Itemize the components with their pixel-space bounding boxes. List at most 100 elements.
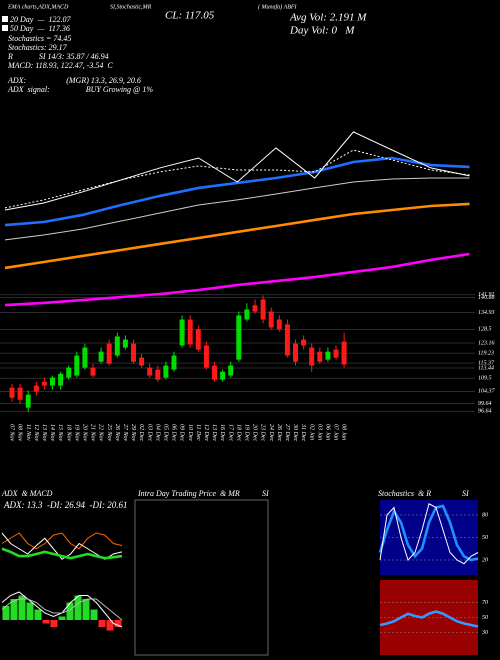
x-tick-label: 27 Dec	[284, 424, 290, 441]
x-tick-label: 19 Nov	[73, 424, 79, 442]
candle-body	[114, 336, 120, 356]
x-tick-label: 30 Dec	[292, 423, 298, 441]
x-tick-label: 08 Jan	[341, 424, 347, 440]
panel-title: SI	[262, 489, 269, 498]
candle-body	[106, 343, 112, 364]
y-tick-label: 70	[482, 600, 488, 606]
x-tick-label: 02 Jan	[308, 424, 314, 440]
y-tick-label: 96.64	[478, 408, 492, 415]
info-row: R SI 14/3: 35.87 / 46.94	[7, 52, 109, 61]
panel-title: Intra Day Trading Price & MR	[137, 489, 240, 498]
candle-body	[171, 355, 177, 370]
x-tick-label: 20 Nov	[82, 424, 88, 442]
x-tick-label: 15 Nov	[57, 424, 63, 442]
histogram-bar	[106, 620, 114, 631]
candle-body	[33, 385, 39, 392]
indicator-line	[378, 504, 479, 562]
histogram-bar	[90, 609, 98, 620]
info-row: 50 Day — 117.36	[10, 24, 70, 33]
candle-body	[284, 324, 290, 356]
candle-body	[155, 369, 161, 380]
legend-swatch	[2, 25, 8, 31]
x-tick-label: 12 Dec	[203, 424, 209, 441]
moving-average	[4, 252, 470, 307]
x-tick-label: 03 Jan	[316, 424, 322, 440]
indicator-line	[379, 610, 479, 628]
x-tick-label: 23 Dec	[260, 424, 266, 441]
histogram-bar	[50, 620, 58, 627]
candle-body	[98, 351, 104, 362]
candle-body	[90, 367, 96, 376]
y-tick-label: 80	[482, 512, 488, 518]
x-tick-label: 05 Dec	[163, 424, 169, 441]
y-tick-label: 109.5	[478, 376, 492, 382]
y-tick-label: 140.88	[478, 294, 495, 301]
y-tick-label: 141.91	[478, 291, 495, 298]
candle-body	[9, 387, 15, 398]
x-tick-label: 07 Nov	[9, 424, 15, 442]
moving-average	[4, 131, 470, 211]
y-tick-label: 50	[482, 535, 488, 541]
candle-body	[147, 367, 153, 376]
x-tick-label: 16 Dec	[219, 424, 225, 441]
histogram-bar	[74, 595, 82, 620]
x-tick-label: 06 Jan	[325, 424, 331, 440]
info-row: 20 Day — 122.07	[10, 15, 71, 24]
histogram-bar	[114, 620, 122, 627]
x-tick-label: 12 Nov	[33, 424, 39, 442]
candle-body	[66, 367, 72, 378]
candle-body	[212, 365, 217, 380]
histogram-bar	[58, 616, 66, 620]
y-tick-label: 128.5	[478, 327, 492, 333]
histogram-bar	[66, 602, 74, 620]
histogram-bar	[18, 595, 26, 620]
histogram-bar	[82, 599, 90, 620]
x-tick-label: 11 Nov	[25, 424, 31, 441]
y-tick-label: 20	[482, 557, 488, 563]
x-tick-label: 25 Nov	[106, 424, 112, 442]
histogram-bar	[98, 620, 106, 627]
candle-body	[341, 341, 347, 365]
candle-body	[25, 394, 31, 408]
x-tick-label: 26 Nov	[114, 424, 120, 442]
candle-body	[317, 351, 323, 362]
candle-body	[122, 339, 128, 348]
y-tick-label: 99.64	[478, 400, 492, 407]
legend-swatch	[2, 16, 8, 22]
x-tick-label: 07 Jan	[333, 424, 339, 440]
x-tick-label: 13 Dec	[211, 424, 217, 441]
candle-body	[333, 349, 339, 358]
x-tick-label: 19 Dec	[244, 424, 250, 441]
x-tick-label: 17 Dec	[227, 424, 233, 441]
x-tick-label: 09 Dec	[179, 424, 185, 441]
x-tick-label: 24 Dec	[268, 424, 275, 441]
histogram-bar	[42, 620, 50, 624]
indicator-line	[1, 547, 123, 560]
y-tick-label: 119.23	[478, 350, 494, 356]
candle-body	[260, 299, 266, 320]
candle-body	[276, 319, 282, 330]
x-tick-label: 29 Nov	[130, 424, 136, 442]
adx-label: ADX: 13.3 -DI: 26.94 -DI: 20.61	[3, 500, 127, 510]
y-tick-label: 134.93	[478, 309, 495, 316]
y-tick-label: 113.44	[478, 364, 494, 371]
x-tick-label: 26 Dec	[276, 424, 282, 441]
x-tick-label: 21 Nov	[90, 424, 96, 442]
y-tick-label: 115.37	[478, 360, 495, 366]
candle-body	[41, 381, 47, 386]
candle-body	[82, 347, 88, 368]
histogram-bar	[26, 602, 34, 620]
candle-body	[252, 305, 258, 312]
candle-body	[309, 347, 315, 366]
info-row: Stochastics = 74.45	[8, 34, 71, 43]
panel-title: ADX & MACD	[1, 489, 53, 498]
x-tick-label: 20 Dec	[252, 424, 258, 441]
candle-body	[179, 319, 185, 346]
candle-body	[163, 365, 169, 378]
candle-body	[293, 343, 298, 362]
x-tick-label: 06 Dec	[171, 424, 177, 441]
moving-average	[4, 156, 470, 227]
candle-body	[236, 315, 242, 360]
candle-body	[325, 351, 331, 360]
